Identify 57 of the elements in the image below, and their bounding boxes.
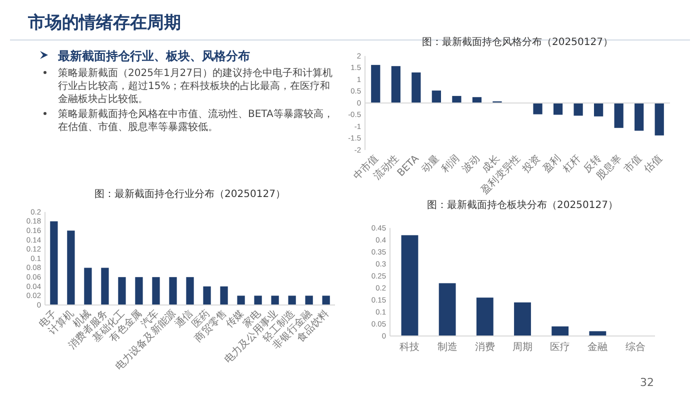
bar — [432, 90, 441, 103]
x-tick-label: 医疗 — [550, 341, 570, 353]
x-tick-label: 估值 — [642, 153, 664, 176]
bar — [391, 66, 400, 103]
bar — [514, 302, 531, 336]
bar — [271, 296, 279, 305]
bar — [50, 221, 58, 305]
bar — [67, 230, 75, 305]
text: 市场的情绪存在周期 — [27, 13, 181, 33]
bar — [614, 103, 624, 128]
text: 32 — [640, 376, 654, 389]
bar — [203, 286, 211, 305]
x-tick-label: 周期 — [512, 341, 532, 353]
x-tick-label: 消费 — [474, 341, 495, 353]
bar — [552, 326, 569, 336]
chart-title: 图：最新截面持仓风格分布（20250127） — [422, 36, 613, 48]
bar — [452, 96, 462, 103]
bar — [118, 277, 126, 305]
chart-title: 图：最新截面持仓行业分布（20250127） — [94, 188, 286, 200]
bar — [84, 268, 92, 305]
x-tick-label: 市值 — [622, 152, 644, 176]
bar — [288, 296, 296, 305]
text: 策略最新截面（2025年1月27日）的建议持仓中电子和计算机行业占比较高，超过15%；在科技板块的占比最高，在医疗和金融板块占比较低。 — [58, 67, 333, 105]
bar — [472, 97, 482, 103]
bar — [553, 103, 563, 115]
bar — [412, 72, 421, 103]
bar — [305, 296, 313, 305]
bar — [438, 283, 456, 336]
bar — [322, 296, 330, 305]
bar — [574, 103, 583, 116]
bar — [594, 103, 604, 116]
bar — [152, 277, 160, 305]
bar — [186, 277, 194, 305]
chart-title: 图：最新截面持仓板块分布（20250127） — [427, 199, 618, 211]
bar — [371, 64, 380, 103]
x-tick-label: 动量 — [420, 153, 442, 176]
x-tick-label: 金融 — [588, 341, 608, 353]
bar — [254, 296, 262, 305]
bar — [634, 103, 644, 131]
x-tick-label: 投资 — [520, 152, 543, 176]
bar — [169, 277, 177, 305]
bar — [135, 277, 143, 305]
bar — [101, 268, 109, 305]
x-tick-label: 利润 — [439, 152, 462, 176]
bar — [476, 298, 494, 336]
bar — [654, 103, 664, 136]
text: 最新截面持仓行业、板块、风格分布 — [57, 49, 250, 63]
x-tick-label: 制造 — [437, 341, 458, 353]
bar — [220, 286, 228, 305]
x-tick-label: 波动 — [459, 152, 482, 176]
bar — [533, 103, 542, 114]
bar — [401, 235, 418, 336]
x-tick-label: 综合 — [625, 341, 646, 353]
x-tick-label: 科技 — [400, 341, 420, 353]
bar — [589, 331, 606, 336]
text: 策略最新截面持仓风格在中市值、流动性、BETA等暴露较高，在估值、市值、股息率等暴露较低。 — [58, 108, 334, 133]
bar — [237, 296, 245, 305]
